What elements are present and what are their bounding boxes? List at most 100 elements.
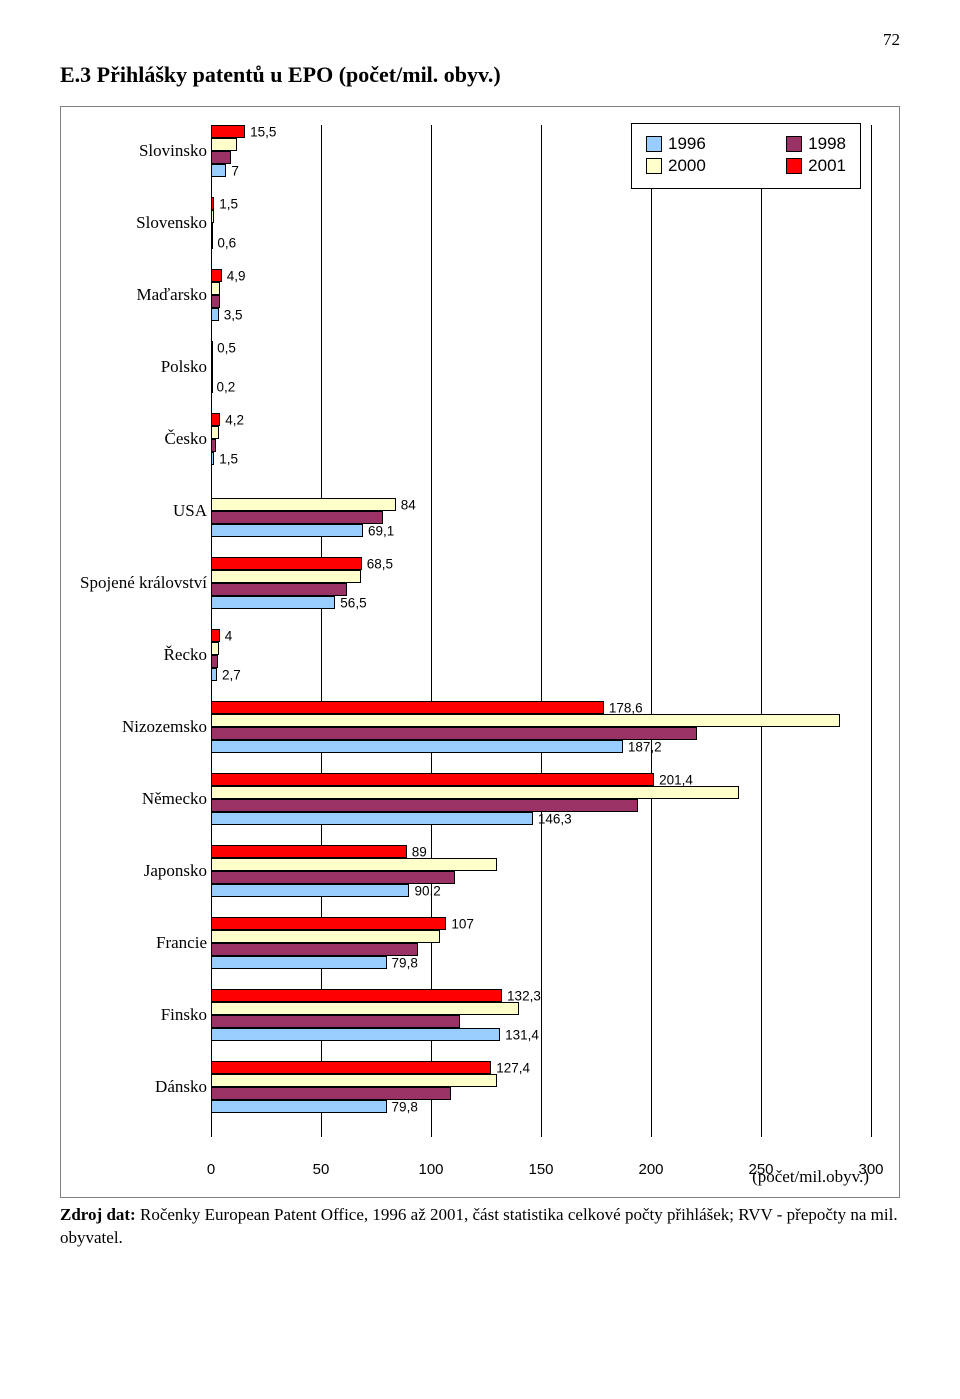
bar xyxy=(211,773,654,786)
bar-value-label: 56,5 xyxy=(340,595,366,610)
chart-container: 15,571,50,64,93,50,50,24,21,58469,168,55… xyxy=(60,106,900,1198)
bar-value-label: 68,5 xyxy=(367,556,393,571)
bar xyxy=(211,642,219,655)
bar xyxy=(211,989,502,1002)
category-label: Maďarsko xyxy=(61,285,207,305)
bar xyxy=(211,701,604,714)
x-tick-label: 50 xyxy=(313,1161,330,1178)
bar xyxy=(211,557,362,570)
bar-value-label: 15,5 xyxy=(250,124,276,139)
legend-swatch xyxy=(646,158,662,174)
category-label: Spojené království xyxy=(61,573,207,593)
bar xyxy=(211,884,409,897)
category-label: Finsko xyxy=(61,1005,207,1025)
bar xyxy=(211,858,497,871)
legend-swatch xyxy=(786,158,802,174)
category-label: Polsko xyxy=(61,357,207,377)
bar-value-label: 3,5 xyxy=(224,307,243,322)
bar xyxy=(211,812,533,825)
bar-value-label: 7 xyxy=(231,163,239,178)
source-text: Ročenky European Patent Office, 1996 až … xyxy=(60,1205,898,1247)
gridline xyxy=(871,125,872,1137)
bar-value-label: 4,2 xyxy=(225,412,244,427)
source-label: Zdroj dat: xyxy=(60,1205,136,1224)
bar xyxy=(211,583,347,596)
legend-swatch xyxy=(646,136,662,152)
x-axis-unit: (počet/mil.obyv.) xyxy=(752,1167,869,1187)
bar-value-label: 0,2 xyxy=(216,379,235,394)
legend-label: 2001 xyxy=(808,156,846,176)
chart-title: E.3 Přihlášky patentů u EPO (počet/mil. … xyxy=(60,62,900,88)
bar-value-label: 79,8 xyxy=(392,955,418,970)
bar xyxy=(211,917,446,930)
bar xyxy=(211,727,697,740)
bar-value-label: 187,2 xyxy=(628,739,662,754)
bar-value-label: 107 xyxy=(451,916,474,931)
bar xyxy=(211,295,220,308)
x-tick-label: 200 xyxy=(638,1161,663,1178)
bar xyxy=(211,956,387,969)
bar xyxy=(211,210,214,223)
bar xyxy=(211,341,213,354)
bar xyxy=(211,308,219,321)
bar xyxy=(211,380,213,393)
bar-value-label: 89 xyxy=(412,844,427,859)
bar xyxy=(211,452,214,465)
bar xyxy=(211,1100,387,1113)
category-label: Slovinsko xyxy=(61,141,207,161)
legend-label: 1998 xyxy=(808,134,846,154)
bar xyxy=(211,714,840,727)
bar-value-label: 127,4 xyxy=(496,1060,530,1075)
bar-value-label: 90,2 xyxy=(414,883,440,898)
bar xyxy=(211,786,739,799)
bar-value-label: 69,1 xyxy=(368,523,394,538)
bar xyxy=(211,151,231,164)
bar xyxy=(211,164,226,177)
bar-value-label: 132,3 xyxy=(507,988,541,1003)
bar xyxy=(211,426,219,439)
bar xyxy=(211,269,222,282)
bar xyxy=(211,236,213,249)
bar xyxy=(211,282,220,295)
legend-item: 1996 xyxy=(646,134,706,154)
bar xyxy=(211,1061,491,1074)
legend-item: 2001 xyxy=(786,156,846,176)
bar-value-label: 178,6 xyxy=(609,700,643,715)
legend-item: 1998 xyxy=(786,134,846,154)
bar xyxy=(211,524,363,537)
category-label: USA xyxy=(61,501,207,521)
bar xyxy=(211,498,396,511)
x-tick-label: 0 xyxy=(207,1161,215,1178)
bar-value-label: 4 xyxy=(225,628,233,643)
category-label: Japonsko xyxy=(61,861,207,881)
bar-value-label: 1,5 xyxy=(219,196,238,211)
bar xyxy=(211,596,335,609)
legend: 1996 1998 2000 2001 xyxy=(631,123,861,189)
category-label: Česko xyxy=(61,429,207,449)
bar xyxy=(211,655,218,668)
bar xyxy=(211,668,217,681)
bar xyxy=(211,1074,497,1087)
category-label: Německo xyxy=(61,789,207,809)
category-label: Dánsko xyxy=(61,1077,207,1097)
bar xyxy=(211,354,213,367)
source-citation: Zdroj dat: Ročenky European Patent Offic… xyxy=(60,1204,900,1250)
bar xyxy=(211,740,623,753)
bar xyxy=(211,511,383,524)
category-label: Nizozemsko xyxy=(61,717,207,737)
bar xyxy=(211,799,638,812)
category-label: Slovensko xyxy=(61,213,207,233)
bar xyxy=(211,845,407,858)
x-tick-label: 100 xyxy=(418,1161,443,1178)
bar-value-label: 84 xyxy=(401,497,416,512)
bar xyxy=(211,1002,519,1015)
legend-label: 2000 xyxy=(668,156,706,176)
category-label: Francie xyxy=(61,933,207,953)
bar-value-label: 2,7 xyxy=(222,667,241,682)
bar-value-label: 201,4 xyxy=(659,772,693,787)
legend-label: 1996 xyxy=(668,134,706,154)
bar xyxy=(211,413,220,426)
page-number: 72 xyxy=(60,30,900,50)
bar-value-label: 131,4 xyxy=(505,1027,539,1042)
legend-swatch xyxy=(786,136,802,152)
